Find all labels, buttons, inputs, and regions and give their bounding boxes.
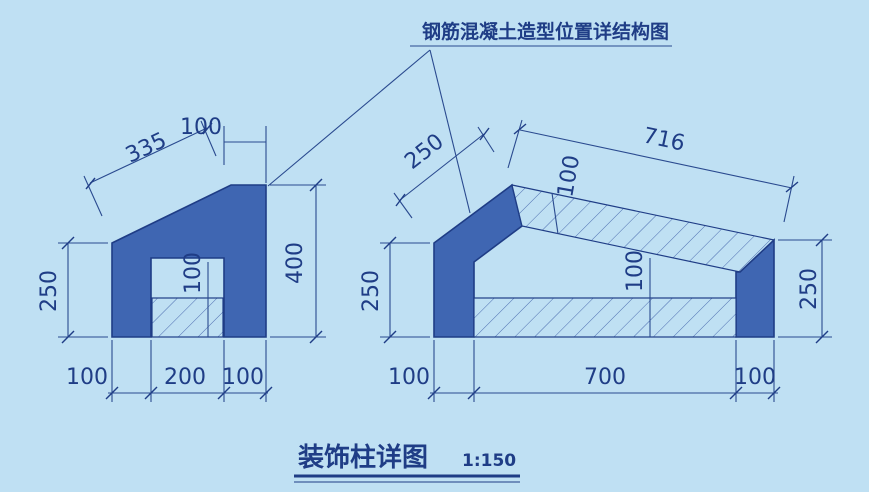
left-dim-400: 400 [283,242,308,284]
callout-title: 钢筋混凝土造型位置详结构图 [422,20,669,43]
right-dim-slope-100: 100 [553,153,585,199]
drawing-scale: 1:150 [462,451,516,471]
right-dim-250-right: 250 [797,268,822,310]
right-bottom-hatch [473,297,737,338]
callout-leader-left [267,49,431,187]
left-dim-bottom-3: 100 [222,365,264,390]
left-dim-inner-100: 100 [181,252,206,294]
left-section-hatch [151,297,224,338]
callout-leader-right [429,49,471,214]
right-dim-inner-100: 100 [623,250,648,292]
right-right-wall [735,238,775,338]
left-section [111,184,267,338]
left-section-solid [111,184,267,338]
left-dim-top-100: 100 [180,115,222,140]
right-section [433,183,776,338]
left-dim-bottom-1: 100 [66,365,108,390]
left-dimensions: 335 100 400 250 100 100 200 100 [37,115,326,402]
left-dim-250: 250 [37,270,62,312]
left-dim-bottom-2: 200 [164,365,206,390]
right-dim-bottom-2: 700 [584,365,626,390]
right-dim-bottom-1: 100 [388,365,430,390]
drawing-title: 装饰柱详图 [298,442,428,473]
right-dim-bottom-3: 100 [734,365,776,390]
right-dim-250-left: 250 [359,270,384,312]
left-dim-335: 335 [122,128,171,168]
right-dim-716: 716 [641,123,687,156]
